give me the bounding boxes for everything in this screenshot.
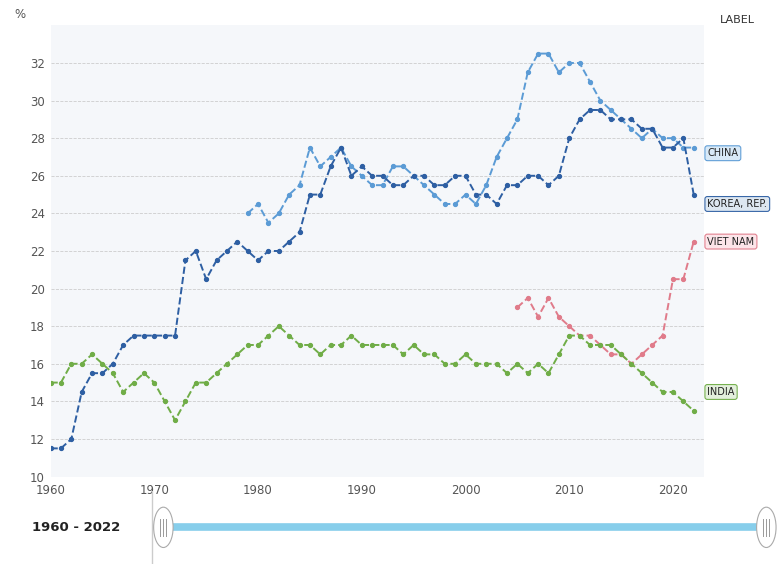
- Text: INDIA: INDIA: [707, 387, 734, 397]
- Text: LABEL: LABEL: [720, 15, 755, 25]
- Ellipse shape: [756, 507, 776, 548]
- Text: CHINA: CHINA: [707, 148, 738, 158]
- Text: KOREA, REP.: KOREA, REP.: [707, 199, 767, 209]
- Text: ✓: ✓: [686, 18, 694, 28]
- Text: VIET NAM: VIET NAM: [707, 236, 755, 246]
- Text: 1960 - 2022: 1960 - 2022: [32, 521, 121, 534]
- Ellipse shape: [153, 507, 173, 548]
- Text: %: %: [15, 8, 26, 21]
